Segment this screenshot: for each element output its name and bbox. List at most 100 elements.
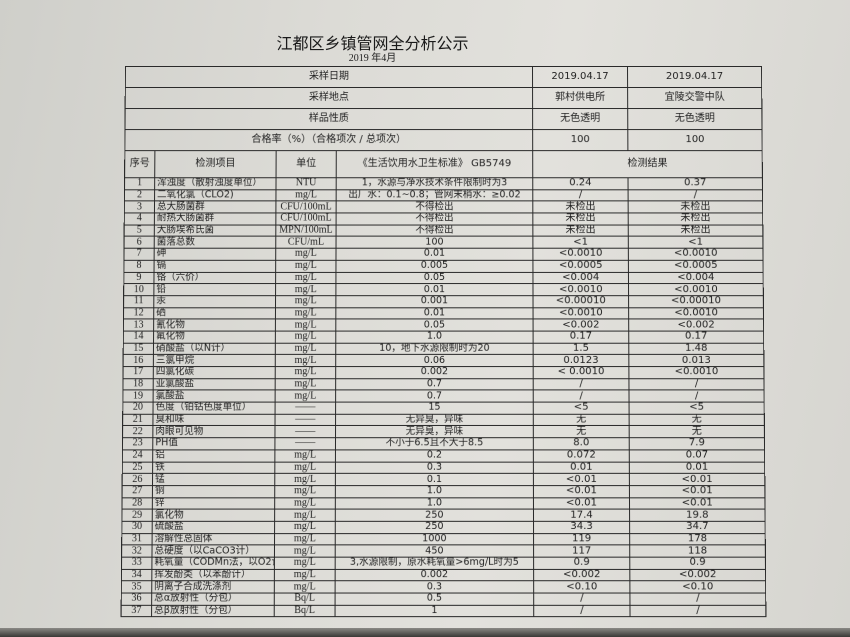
row-item: 镉 [154, 260, 276, 272]
row-unit: mg/L [275, 307, 336, 320]
row-result-site-2: 0.17 [628, 331, 764, 343]
row-result-site-1: <0.0010 [532, 248, 629, 261]
table-row: 9 铬（六价） mg/L 0.05 <0.004 <0.004 [123, 271, 764, 284]
row-result-site-1: / [533, 605, 631, 618]
table-row: 26 锰 mg/L 0.1 <0.01 <0.01 [122, 473, 765, 486]
row-item: 溶解性总固体 [152, 533, 275, 546]
row-unit: mg/L [275, 189, 337, 202]
meta-row: 采样日期 2019.04.17 2019.04.17 [125, 66, 762, 88]
row-unit: —— [275, 402, 336, 415]
row-seq: 8 [123, 260, 155, 272]
row-standard: 0.01 [335, 307, 534, 320]
row-standard: 0.5 [335, 593, 534, 606]
row-result-site-1: <0.01 [533, 485, 630, 498]
row-item: 总β放射性（分包） [151, 605, 275, 618]
table-row: 33 耗氧量（CODMn法，以O2计） mg/L 3,水源限制，原水耗氧量>6mg/L… [121, 557, 766, 570]
row-unit: mg/L [275, 390, 336, 403]
document-date: 2019 年4月 [348, 53, 397, 64]
row-standard: 出厂水：0.1~0.8；管网末梢水：≥0.02 [336, 189, 533, 202]
header-unit: 单位 [276, 150, 337, 178]
row-standard: 0.3 [335, 461, 534, 474]
row-unit: CFU/mL [275, 236, 337, 249]
row-result-site-1: 未检出 [532, 201, 629, 214]
row-seq: 22 [122, 425, 153, 438]
table-row: 13 氰化物 mg/L 0.05 <0.002 <0.002 [123, 319, 764, 332]
table-row: 31 溶解性总固体 mg/L 1000 119 178 [121, 533, 766, 546]
meta-value-site-2: 宜陵交警中队 [627, 87, 762, 109]
table-row: 28 锌 mg/L 1.0 <0.01 <0.01 [121, 497, 766, 510]
row-unit: mg/L [274, 545, 336, 558]
meta-value-site-1: 100 [532, 129, 628, 151]
table-row: 20 色度（铂钴色度单位） —— 15 <5 <5 [122, 402, 765, 415]
row-seq: 36 [121, 593, 152, 606]
row-result-site-2: <0.00010 [628, 295, 764, 308]
row-seq: 2 [124, 189, 155, 202]
row-standard: 0.005 [335, 260, 533, 272]
row-item: 砷 [154, 248, 276, 261]
row-unit: mg/L [274, 497, 336, 510]
row-unit: mg/L [275, 366, 336, 379]
meta-row: 采样地点 郭村供电所 宜陵交警中队 [125, 87, 762, 109]
row-result-site-1: <0.00010 [533, 295, 629, 308]
table-row: 15 硝酸盐（以N计） mg/L 10，地下水源限制时为20 1.5 1.48 [123, 342, 764, 355]
row-result-site-2: <0.0010 [628, 307, 764, 320]
row-result-site-2: <0.002 [628, 319, 764, 332]
column-header-row: 序号 检测项目 单位 《生活饮用水卫生标准》 GB5749 检测结果 [124, 150, 763, 178]
row-unit: mg/L [274, 581, 336, 594]
row-unit: CFU/100mL [275, 201, 337, 214]
row-item: 浑浊度（散射浊度单位） [154, 177, 277, 190]
row-standard: 不小于6.5且不大于8.5 [335, 437, 534, 450]
document-title: 江都区乡镇管网全分析公示 [276, 34, 469, 53]
table-row: 5 大肠埃希氏菌 MPN/100mL 不得检出 未检出 未检出 [124, 224, 763, 237]
row-result-site-1: <0.01 [533, 497, 630, 510]
row-standard: 10，地下水源限制时为20 [335, 342, 534, 355]
row-unit: mg/L [274, 461, 336, 474]
row-standard: 1.0 [335, 485, 534, 498]
row-result-site-1: 无 [533, 425, 630, 438]
row-result-site-1: 无 [533, 414, 630, 426]
row-seq: 34 [121, 569, 152, 582]
row-seq: 30 [121, 521, 153, 534]
header-results: 检测结果 [532, 150, 763, 178]
table-row: 12 硒 mg/L 0.01 <0.0010 <0.0010 [123, 307, 764, 320]
row-unit: —— [274, 437, 336, 450]
row-standard: 0.3 [335, 581, 534, 594]
row-unit: mg/L [275, 331, 336, 343]
row-unit: CFU/100mL [275, 213, 337, 225]
row-item: 二氧化氯（CLO2) [154, 189, 276, 202]
row-result-site-2: <0.002 [629, 569, 766, 582]
meta-row: 合格率（%）（合格项次 / 总项次） 100 100 [124, 129, 763, 151]
header-item: 检测项目 [154, 150, 277, 178]
row-seq: 14 [123, 331, 154, 343]
table-row: 3 总大肠菌群 CFU/100mL 不得检出 未检出 未检出 [124, 201, 763, 214]
row-unit: Bq/L [274, 605, 336, 618]
row-result-site-2: <0.10 [629, 581, 766, 594]
row-standard: 250 [335, 509, 534, 522]
row-item: 锌 [152, 497, 275, 510]
row-item: 氯化物 [152, 509, 275, 522]
row-unit: mg/L [274, 449, 336, 462]
row-result-site-1: <0.0010 [532, 283, 629, 296]
meta-value-site-2: 无色透明 [627, 108, 763, 130]
table-row: 14 氟化物 mg/L 1.0 0.17 0.17 [123, 331, 764, 343]
row-result-site-2: 178 [629, 533, 766, 546]
row-result-site-2: 19.8 [629, 509, 766, 522]
row-unit: mg/L [275, 260, 336, 272]
row-result-site-2: <0.01 [629, 485, 765, 498]
row-result-site-2: 未检出 [628, 201, 763, 214]
row-result-site-1: / [533, 390, 630, 403]
meta-row: 样品性质 无色透明 无色透明 [124, 108, 763, 130]
table-row: 34 挥发酚类（以苯酚计） mg/L 0.002 <0.002 <0.002 [121, 569, 766, 582]
row-standard: 0.7 [335, 390, 534, 403]
row-result-site-2: <0.004 [628, 271, 764, 284]
row-result-site-2: 0.9 [629, 557, 766, 570]
table-row: 7 砷 mg/L 0.01 <0.0010 <0.0010 [123, 248, 764, 261]
row-item: 总大肠菌群 [154, 201, 276, 214]
row-result-site-1: 未检出 [532, 213, 629, 225]
row-standard: 1，水源与净水技术条件限制时为3 [336, 177, 533, 190]
row-result-site-2: 0.01 [629, 461, 765, 474]
row-result-site-2: 118 [629, 545, 766, 558]
row-item: 菌落总数 [154, 236, 276, 249]
row-unit: mg/L [275, 342, 336, 355]
row-item: 铁 [152, 461, 275, 474]
